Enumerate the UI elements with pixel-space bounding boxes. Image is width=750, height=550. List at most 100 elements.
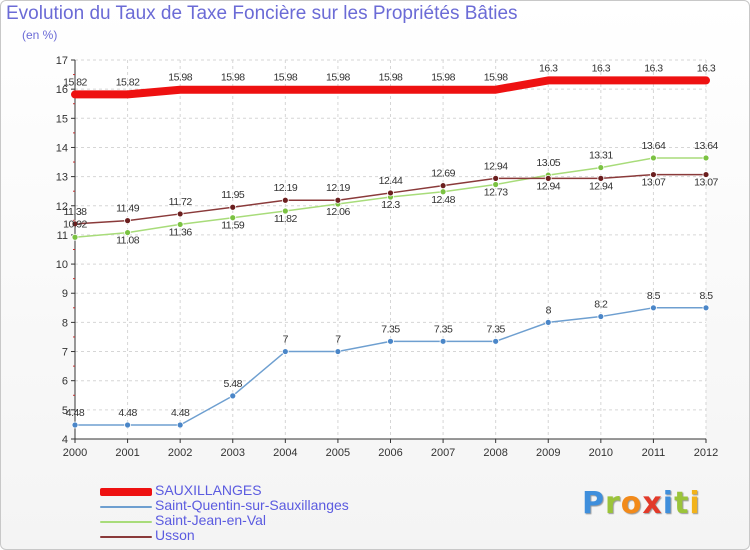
data-point — [281, 207, 289, 215]
proxiti-logo: Proxiti — [582, 486, 701, 521]
data-label: 11.72 — [169, 196, 193, 208]
data-label: 12.19 — [273, 182, 297, 194]
data-label: 11.36 — [169, 226, 193, 238]
data-label: 13.31 — [589, 150, 613, 162]
logo-letter: i — [662, 486, 675, 521]
data-point — [281, 196, 289, 204]
data-point — [702, 154, 710, 162]
data-point — [387, 337, 394, 345]
y-tick-label: 15 — [56, 113, 68, 125]
y-tick-label: 5 — [62, 405, 68, 417]
data-label: 12.69 — [431, 168, 455, 180]
data-label: 7.35 — [434, 323, 453, 335]
data-label: 16.3 — [697, 62, 716, 74]
data-label: 7 — [335, 334, 341, 346]
data-label: 15.98 — [379, 72, 403, 84]
data-label: 8.2 — [594, 299, 608, 311]
x-tick-label: 2003 — [221, 447, 245, 459]
data-point — [544, 174, 552, 182]
data-label: 11.49 — [116, 203, 140, 215]
data-point — [439, 337, 447, 345]
data-label: 11.08 — [116, 235, 140, 247]
data-label: 16.3 — [592, 62, 611, 74]
data-label: 4.48 — [66, 407, 85, 419]
data-label: 16.3 — [539, 62, 558, 74]
legend-label: Saint-Quentin-sur-Sauxillanges — [155, 497, 349, 513]
data-point — [124, 217, 131, 225]
data-label: 11.59 — [221, 220, 245, 232]
data-label: 15.98 — [168, 72, 192, 84]
logo-letter: t — [674, 486, 690, 521]
legend-swatch — [100, 488, 152, 496]
data-label: 7 — [283, 334, 289, 346]
plot-area — [75, 60, 706, 439]
y-tick-label: 14 — [56, 142, 68, 154]
data-label: 10.92 — [63, 218, 87, 230]
data-point — [702, 171, 710, 178]
data-point — [650, 154, 657, 162]
logo-letter: o — [620, 486, 643, 521]
data-point — [229, 214, 237, 222]
x-tick-label: 2000 — [63, 447, 87, 459]
data-label: 4.48 — [171, 407, 190, 419]
y-tick-label: 9 — [62, 288, 68, 300]
y-tick-label: 13 — [56, 172, 68, 184]
data-point — [176, 210, 184, 218]
data-point — [544, 318, 552, 326]
y-tick-label: 6 — [62, 376, 68, 388]
y-tick-label: 7 — [62, 347, 68, 359]
x-tick-label: 2011 — [642, 447, 666, 459]
data-label: 15.82 — [116, 76, 140, 88]
y-tick-label: 11 — [57, 230, 68, 242]
data-point — [71, 233, 79, 241]
data-point — [492, 337, 500, 345]
data-point — [597, 174, 605, 182]
data-label: 15.98 — [431, 72, 455, 84]
data-label: 12.48 — [431, 194, 455, 206]
data-label: 11.38 — [64, 206, 88, 218]
data-point — [229, 392, 237, 400]
data-label: 13.05 — [536, 157, 560, 169]
data-point — [71, 421, 79, 429]
data-label: 15.98 — [326, 72, 350, 84]
data-point — [176, 221, 184, 228]
data-label: 12.94 — [536, 180, 560, 192]
data-label: 12.19 — [326, 182, 350, 194]
legend-swatch — [100, 506, 152, 508]
data-point — [597, 164, 605, 171]
logo-letter: P — [582, 486, 605, 521]
data-label: 8.5 — [647, 290, 661, 302]
data-point — [702, 304, 710, 312]
data-point — [229, 203, 237, 211]
data-label: 15.98 — [273, 72, 297, 84]
data-point — [650, 171, 657, 178]
legend-label: Usson — [155, 527, 195, 543]
x-tick-label: 2004 — [273, 447, 297, 459]
data-label: 8.5 — [699, 290, 713, 302]
data-label: 13.07 — [642, 177, 666, 189]
data-point — [597, 313, 605, 320]
data-label: 5.48 — [224, 378, 243, 390]
logo-letter: x — [642, 486, 663, 521]
x-tick-label: 2007 — [431, 447, 455, 459]
y-tick-label: 12 — [56, 201, 68, 213]
data-point — [439, 182, 447, 190]
data-label: 11.82 — [274, 213, 298, 225]
y-unit-label: (en %) — [22, 28, 58, 42]
data-point — [334, 348, 342, 355]
logo-letter: i — [689, 486, 701, 521]
data-label: 15.98 — [221, 72, 245, 84]
legend-swatch — [100, 536, 152, 538]
x-tick-label: 2006 — [378, 447, 402, 459]
legend-label: Saint-Jean-en-Val — [155, 512, 267, 528]
y-tick-label: 4 — [62, 434, 68, 446]
data-label: 13.64 — [694, 140, 718, 152]
data-point — [176, 421, 184, 429]
data-point — [281, 348, 289, 355]
data-label: 15.98 — [484, 72, 508, 84]
data-point — [71, 220, 79, 228]
data-label: 7.35 — [381, 323, 400, 335]
data-label: 13.64 — [642, 140, 666, 152]
data-point — [124, 229, 131, 236]
data-point — [650, 304, 657, 312]
